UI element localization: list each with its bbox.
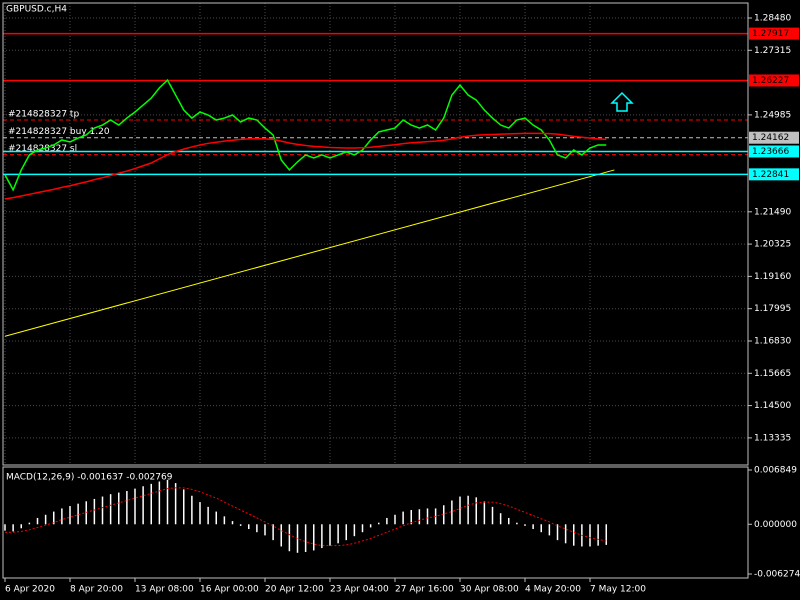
plot-layer: 1.28480 1.27315 1.24985 1.21490 1.20325 1.191… [3, 3, 800, 595]
x-tick-label: 7 May 12:00 [590, 585, 646, 595]
order-label: #214828327 buy 1.20 [8, 127, 110, 137]
price-line [4, 78, 607, 192]
x-tick-label: 4 May 20:00 [525, 585, 581, 595]
x-tick-label: 30 Apr 08:00 [460, 585, 519, 595]
up-arrow [610, 91, 634, 112]
y-tick-label: 1.14500 [754, 401, 791, 411]
y-tick-label: 1.20325 [754, 240, 791, 250]
x-tick-label: 6 Apr 2020 [5, 585, 55, 595]
chart-title: GBPUSD.c,H4 [6, 5, 67, 15]
y-tick-label: 0.006849 [754, 466, 797, 476]
y-tick-label: 1.19160 [754, 272, 791, 282]
price-box [749, 74, 799, 87]
main-frame [2, 2, 749, 466]
price-box-label: 1.24162 [752, 133, 789, 143]
y-tick-label: 1.17995 [754, 304, 791, 314]
y-tick-label: 1.27315 [754, 46, 791, 56]
macd-label: MACD(12,26,9) -0.001637 -0.002769 [6, 473, 173, 483]
macd-frame [2, 466, 749, 579]
x-tick-label: 23 Apr 04:00 [330, 585, 389, 595]
trendline [4, 169, 615, 337]
x-tick-label: 8 Apr 20:00 [70, 585, 123, 595]
y-tick-label: 0.000000 [754, 520, 797, 530]
y-tick-label: -0.006274 [754, 569, 800, 579]
y-tick-label: 1.21490 [754, 207, 791, 217]
price-box-label: 1.23666 [752, 147, 789, 157]
y-tick-label: 1.28480 [754, 13, 791, 23]
y-tick-label: 1.24985 [754, 110, 791, 120]
price-box [749, 27, 799, 40]
y-tick-label: 1.15665 [754, 369, 791, 379]
x-tick-label: 27 Apr 16:00 [395, 585, 454, 595]
price-box-label: 1.26227 [752, 76, 789, 86]
y-tick-label: 1.13335 [754, 433, 791, 443]
price-box-label: 1.22841 [752, 170, 789, 180]
price-box-label: 1.27917 [752, 29, 789, 39]
price-box [749, 168, 799, 181]
price-box [749, 131, 799, 144]
x-tick-label: 20 Apr 12:00 [265, 585, 324, 595]
moving-average [4, 132, 607, 200]
x-tick-label: 13 Apr 08:00 [135, 585, 194, 595]
price-box [749, 145, 799, 158]
order-label: #214828327 tp [8, 110, 79, 120]
x-tick-label: 16 Apr 00:00 [200, 585, 259, 595]
y-tick-label: 1.16830 [754, 336, 791, 346]
